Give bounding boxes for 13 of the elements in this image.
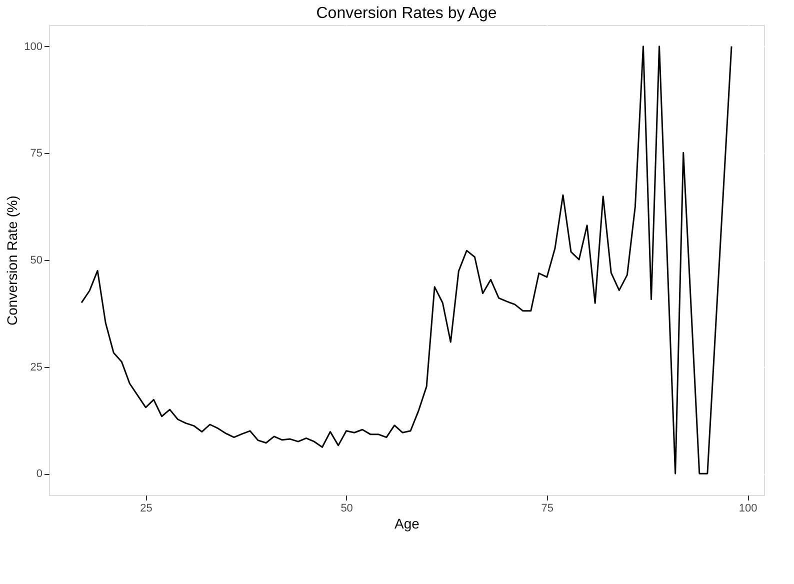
x-axis-title: Age (394, 516, 420, 532)
x-tick-label: 50 (340, 502, 353, 514)
x-tick-label: 75 (541, 502, 554, 514)
x-tick-label: 25 (140, 502, 152, 514)
y-axis-title: Conversion Rate (%) (4, 196, 20, 326)
line-series (80, 46, 732, 474)
y-tick-label: 25 (30, 361, 42, 374)
y-tick-label: 50 (30, 254, 42, 266)
x-tick-label: 100 (738, 502, 758, 514)
y-tick-label: 75 (30, 148, 42, 160)
y-tick-label: 0 (36, 468, 42, 480)
chart-title: Conversion Rates by Age (316, 5, 497, 22)
y-tick-label: 100 (24, 40, 42, 53)
